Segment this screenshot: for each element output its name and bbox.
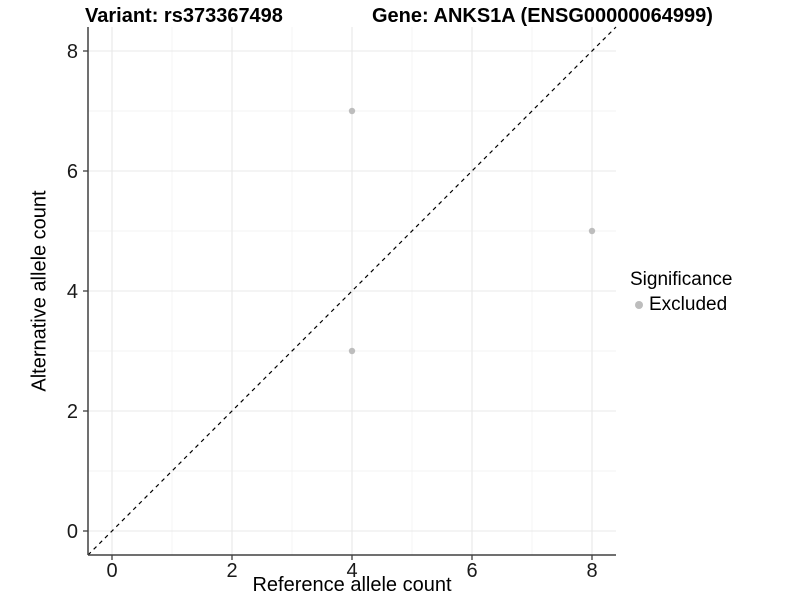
y-tick-label: 6	[67, 161, 78, 183]
x-tick-label: 2	[226, 560, 237, 582]
x-axis-title: Reference allele count	[252, 574, 452, 596]
data-point	[348, 347, 356, 355]
y-axis-title: Alternative allele count	[28, 190, 51, 392]
x-tick-label: 4	[346, 560, 357, 582]
y-tick-label: 4	[67, 281, 78, 303]
plot-title-variant: Variant: rs373367498	[85, 5, 283, 27]
data-point	[588, 227, 596, 235]
legend-title: Significance	[630, 269, 733, 290]
data-point	[348, 107, 356, 115]
y-tick-label: 0	[67, 521, 78, 543]
x-tick-label: 6	[466, 560, 477, 582]
y-tick-label: 8	[67, 41, 78, 63]
x-tick-label: 8	[586, 560, 597, 582]
legend-item-excluded: Excluded	[630, 294, 732, 316]
excluded-point-icon	[635, 301, 643, 309]
legend-item-label: Excluded	[649, 294, 728, 315]
plot-title-gene: Gene: ANKS1A (ENSG00000064999)	[372, 5, 713, 27]
x-tick-label: 0	[106, 560, 117, 582]
legend: Significance Excluded	[630, 269, 732, 316]
y-tick-label: 2	[67, 401, 78, 423]
